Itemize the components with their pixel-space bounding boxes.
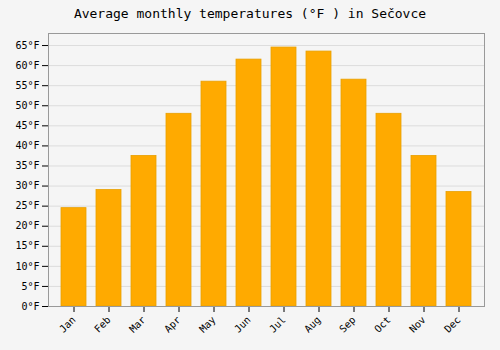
svg-text:5°F: 5°F — [21, 281, 39, 292]
svg-text:10°F: 10°F — [15, 261, 39, 272]
svg-text:20°F: 20°F — [15, 220, 39, 231]
svg-text:0°F: 0°F — [21, 301, 39, 312]
svg-text:25°F: 25°F — [15, 200, 39, 211]
svg-text:Oct: Oct — [372, 314, 393, 335]
svg-text:60°F: 60°F — [15, 60, 39, 71]
svg-text:Feb: Feb — [92, 314, 113, 335]
svg-text:May: May — [197, 314, 218, 335]
svg-text:Jan: Jan — [57, 314, 78, 335]
svg-text:55°F: 55°F — [15, 80, 39, 91]
svg-text:Mar: Mar — [127, 314, 148, 335]
svg-text:Aug: Aug — [302, 314, 323, 335]
svg-text:Nov: Nov — [407, 314, 428, 335]
svg-text:40°F: 40°F — [15, 140, 39, 151]
svg-text:Dec: Dec — [442, 314, 463, 335]
svg-text:Jun: Jun — [232, 314, 253, 335]
svg-text:Sep: Sep — [337, 314, 358, 335]
svg-text:15°F: 15°F — [15, 240, 39, 251]
svg-text:30°F: 30°F — [15, 180, 39, 191]
svg-text:Apr: Apr — [162, 314, 183, 335]
svg-text:Jul: Jul — [267, 314, 288, 335]
svg-text:50°F: 50°F — [15, 100, 39, 111]
svg-text:35°F: 35°F — [15, 160, 39, 171]
svg-text:45°F: 45°F — [15, 120, 39, 131]
html-text:Average monthly temperatures (: Average monthly temperatures (°F ) in Se… — [73, 6, 427, 21]
svg-text:65°F: 65°F — [15, 40, 39, 51]
